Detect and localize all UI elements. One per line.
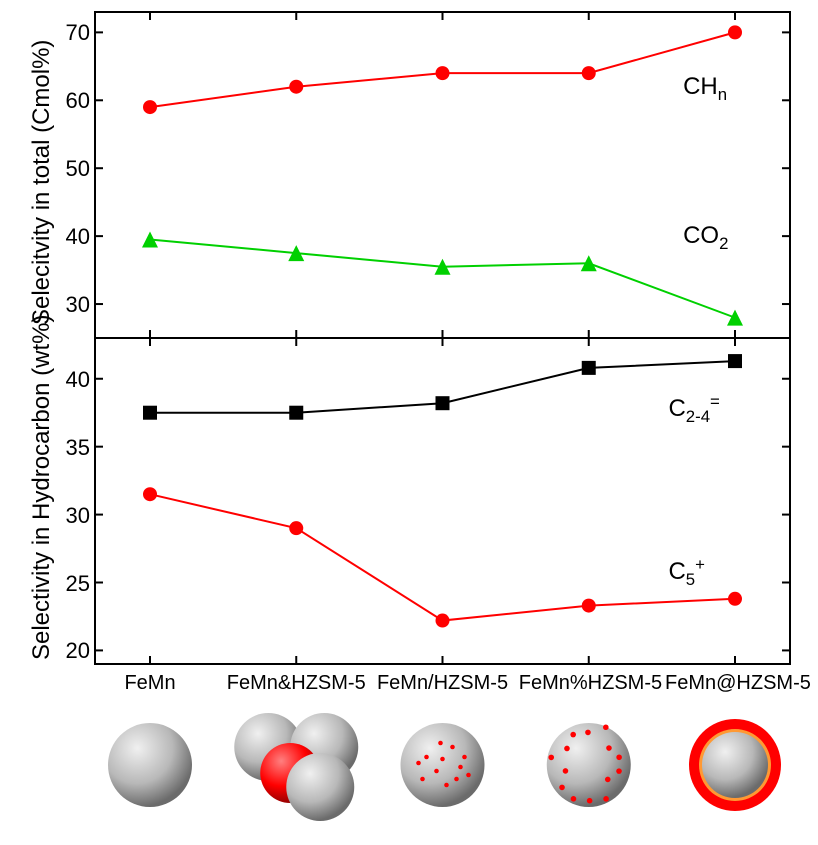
ytick-label: 30 [50,292,90,318]
x-category-label: FeMn [80,672,220,695]
series-label-CO2: CO2 [683,222,728,254]
ytick-label: 20 [50,638,90,664]
ytick-label: 60 [50,88,90,114]
ytick-label: 50 [50,156,90,182]
ytick-label: 25 [50,571,90,597]
diagram-svg [0,705,818,845]
figure-root: Selecitvity in total (Cmol%) Selectivity… [0,0,818,843]
x-category-label: FeMn@HZSM-5 [665,672,805,695]
ytick-label: 30 [50,503,90,529]
x-category-label: FeMn/HZSM-5 [373,672,513,695]
x-category-label: FeMn&HZSM-5 [226,672,366,695]
plot-svg [0,0,818,700]
series-label-C2-4=: C2-4= [668,392,719,427]
ytick-label: 35 [50,435,90,461]
ytick-label: 40 [50,224,90,250]
series-label-CHn: CHn [683,73,727,105]
ytick-label: 70 [50,20,90,46]
series-label-C5+: C5+ [668,555,705,590]
ytick-label: 40 [50,367,90,393]
x-category-label: FeMn%HZSM-5 [519,672,659,695]
